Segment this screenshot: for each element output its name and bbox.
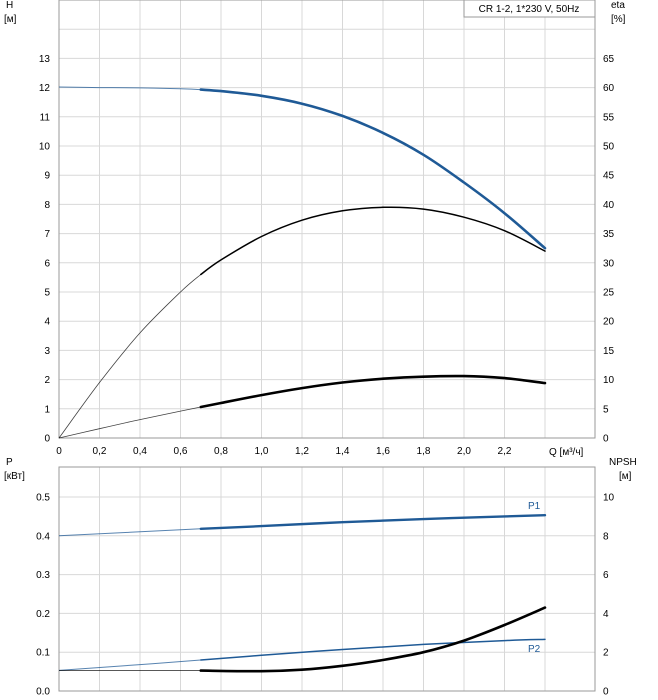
head-curve-thin [58, 86, 201, 91]
top-right-tick-label: 60 [603, 83, 615, 94]
x-tick-label: 0,8 [214, 446, 228, 457]
x-tick-label: 1,8 [417, 446, 431, 457]
bottom-left-axis-unit: [кВт] [4, 471, 25, 482]
bottom-left-tick-label: 0.3 [36, 570, 50, 581]
efficiency-curve-thin [58, 274, 202, 439]
bottom-left-axis-label: P [6, 457, 13, 468]
top-right-tick-label: 35 [603, 229, 615, 240]
bottom-right-tick-label: 2 [603, 648, 609, 659]
bottom-right-tick-label: 4 [603, 609, 609, 620]
efficiency-curve [200, 206, 546, 276]
top-right-axis-unit: [%] [611, 14, 626, 25]
series-label-p2: P2 [528, 644, 541, 655]
x-tick-label: 1,0 [255, 446, 269, 457]
top-chart-curves [58, 86, 547, 439]
top-right-tick-label: 50 [603, 142, 615, 153]
tick-labels: 0 0,2 0,4 0,6 0,8 1,0 1,2 1,4 1,6 1,8 2,0 2,2012345… [36, 54, 614, 698]
p2-curve-thin [58, 659, 201, 671]
top-right-tick-label: 20 [603, 317, 615, 328]
top-left-tick-label: 8 [44, 200, 50, 211]
top-right-tick-label: 30 [603, 258, 615, 269]
bottom-right-axis-unit: [м] [619, 471, 632, 482]
x-tick-label: 0,2 [93, 446, 107, 457]
x-tick-label: 2,0 [457, 446, 471, 457]
top-right-tick-label: 5 [603, 404, 609, 415]
top-left-tick-label: 12 [39, 83, 51, 94]
top-left-tick-label: 1 [44, 404, 50, 415]
top-left-tick-label: 4 [44, 317, 50, 328]
x-tick-label: 2,2 [498, 446, 512, 457]
bottom-right-tick-label: 6 [603, 570, 609, 581]
total-efficiency-curve [199, 374, 547, 409]
top-left-tick-label: 5 [44, 288, 50, 299]
top-right-tick-label: 40 [603, 200, 615, 211]
top-right-tick-label: 55 [603, 112, 615, 123]
bottom-right-tick-label: 10 [603, 493, 615, 504]
x-tick-label: 0 [56, 446, 62, 457]
top-left-tick-label: 10 [39, 142, 51, 153]
top-left-tick-label: 2 [44, 375, 50, 386]
bottom-chart-grid [59, 467, 595, 691]
bottom-left-tick-label: 0.1 [36, 648, 50, 659]
x-tick-label: 1,6 [376, 446, 390, 457]
bottom-right-axis-label: NPSH [609, 457, 637, 468]
top-left-tick-label: 0 [44, 434, 50, 445]
chart-title-box [463, 0, 596, 18]
p2-curve [200, 638, 546, 661]
bottom-left-tick-label: 0.5 [36, 493, 50, 504]
top-right-tick-label: 25 [603, 288, 615, 299]
top-left-tick-label: 13 [39, 54, 51, 65]
chart-title: CR 1-2, 1*230 V, 50Hz [479, 4, 580, 15]
bottom-left-tick-label: 0.2 [36, 609, 50, 620]
bottom-plot-frame [58, 466, 596, 692]
top-left-tick-label: 3 [44, 346, 50, 357]
x-axis-label: Q [м³/ч] [549, 447, 584, 458]
npsh-curve [199, 606, 547, 673]
bottom-chart-curves [58, 514, 547, 673]
top-right-tick-label: 65 [603, 54, 615, 65]
p1-curve-thin [58, 528, 201, 537]
top-right-tick-label: 0 [603, 434, 609, 445]
top-right-tick-label: 15 [603, 346, 615, 357]
x-tick-label: 0,6 [174, 446, 188, 457]
top-left-tick-label: 9 [44, 171, 50, 182]
top-chart-grid [59, 0, 595, 438]
bottom-right-tick-label: 0 [603, 687, 609, 698]
top-left-axis-label: H [6, 0, 13, 11]
p1-curve [199, 514, 547, 530]
head-curve [199, 88, 547, 250]
total-efficiency-curve-thin [58, 406, 201, 439]
top-plot-frame [58, 0, 596, 439]
top-right-tick-label: 45 [603, 171, 615, 182]
top-left-tick-label: 11 [40, 112, 51, 123]
top-left-axis-unit: [м] [4, 14, 17, 25]
bottom-left-tick-label: 0.0 [36, 687, 50, 698]
bottom-left-tick-label: 0.4 [36, 531, 50, 542]
top-right-axis-label: eta [611, 0, 625, 11]
x-tick-label: 0,4 [133, 446, 147, 457]
x-tick-label: 1,2 [295, 446, 309, 457]
top-right-tick-label: 10 [603, 375, 615, 386]
series-label-p1: P1 [528, 501, 541, 512]
top-left-tick-label: 7 [44, 229, 50, 240]
bottom-right-tick-label: 8 [603, 531, 609, 542]
x-tick-label: 1,4 [336, 446, 350, 457]
top-left-tick-label: 6 [44, 258, 50, 269]
